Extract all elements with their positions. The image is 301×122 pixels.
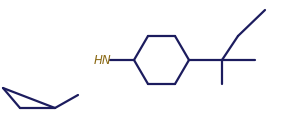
Text: HN: HN <box>94 54 112 66</box>
